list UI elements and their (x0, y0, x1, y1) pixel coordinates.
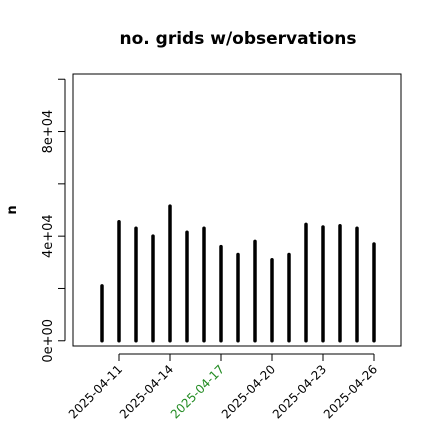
y-tick-label: 4e+04 (41, 214, 56, 258)
y-tick-label: 0e+00 (41, 319, 56, 363)
x-tick-label: 2025-04-11 (66, 362, 125, 421)
x-tick-label: 2025-04-14 (117, 362, 176, 421)
chart-title: no. grids w/observations (120, 29, 357, 49)
x-tick-label: 2025-04-17 (168, 362, 227, 421)
x-tick-label: 2025-04-23 (270, 362, 329, 421)
x-tick-label: 2025-04-20 (219, 362, 278, 421)
x-tick-label: 2025-04-26 (321, 362, 380, 421)
plot-frame (72, 73, 402, 347)
x-axis: 2025-04-112025-04-142025-04-172025-04-20… (66, 353, 380, 421)
bars (100, 204, 376, 343)
y-tick-label: 8e+04 (41, 110, 56, 154)
y-axis-label: n (5, 205, 20, 214)
y-axis: 0e+00 4e+04 8e+04 (41, 78, 66, 363)
